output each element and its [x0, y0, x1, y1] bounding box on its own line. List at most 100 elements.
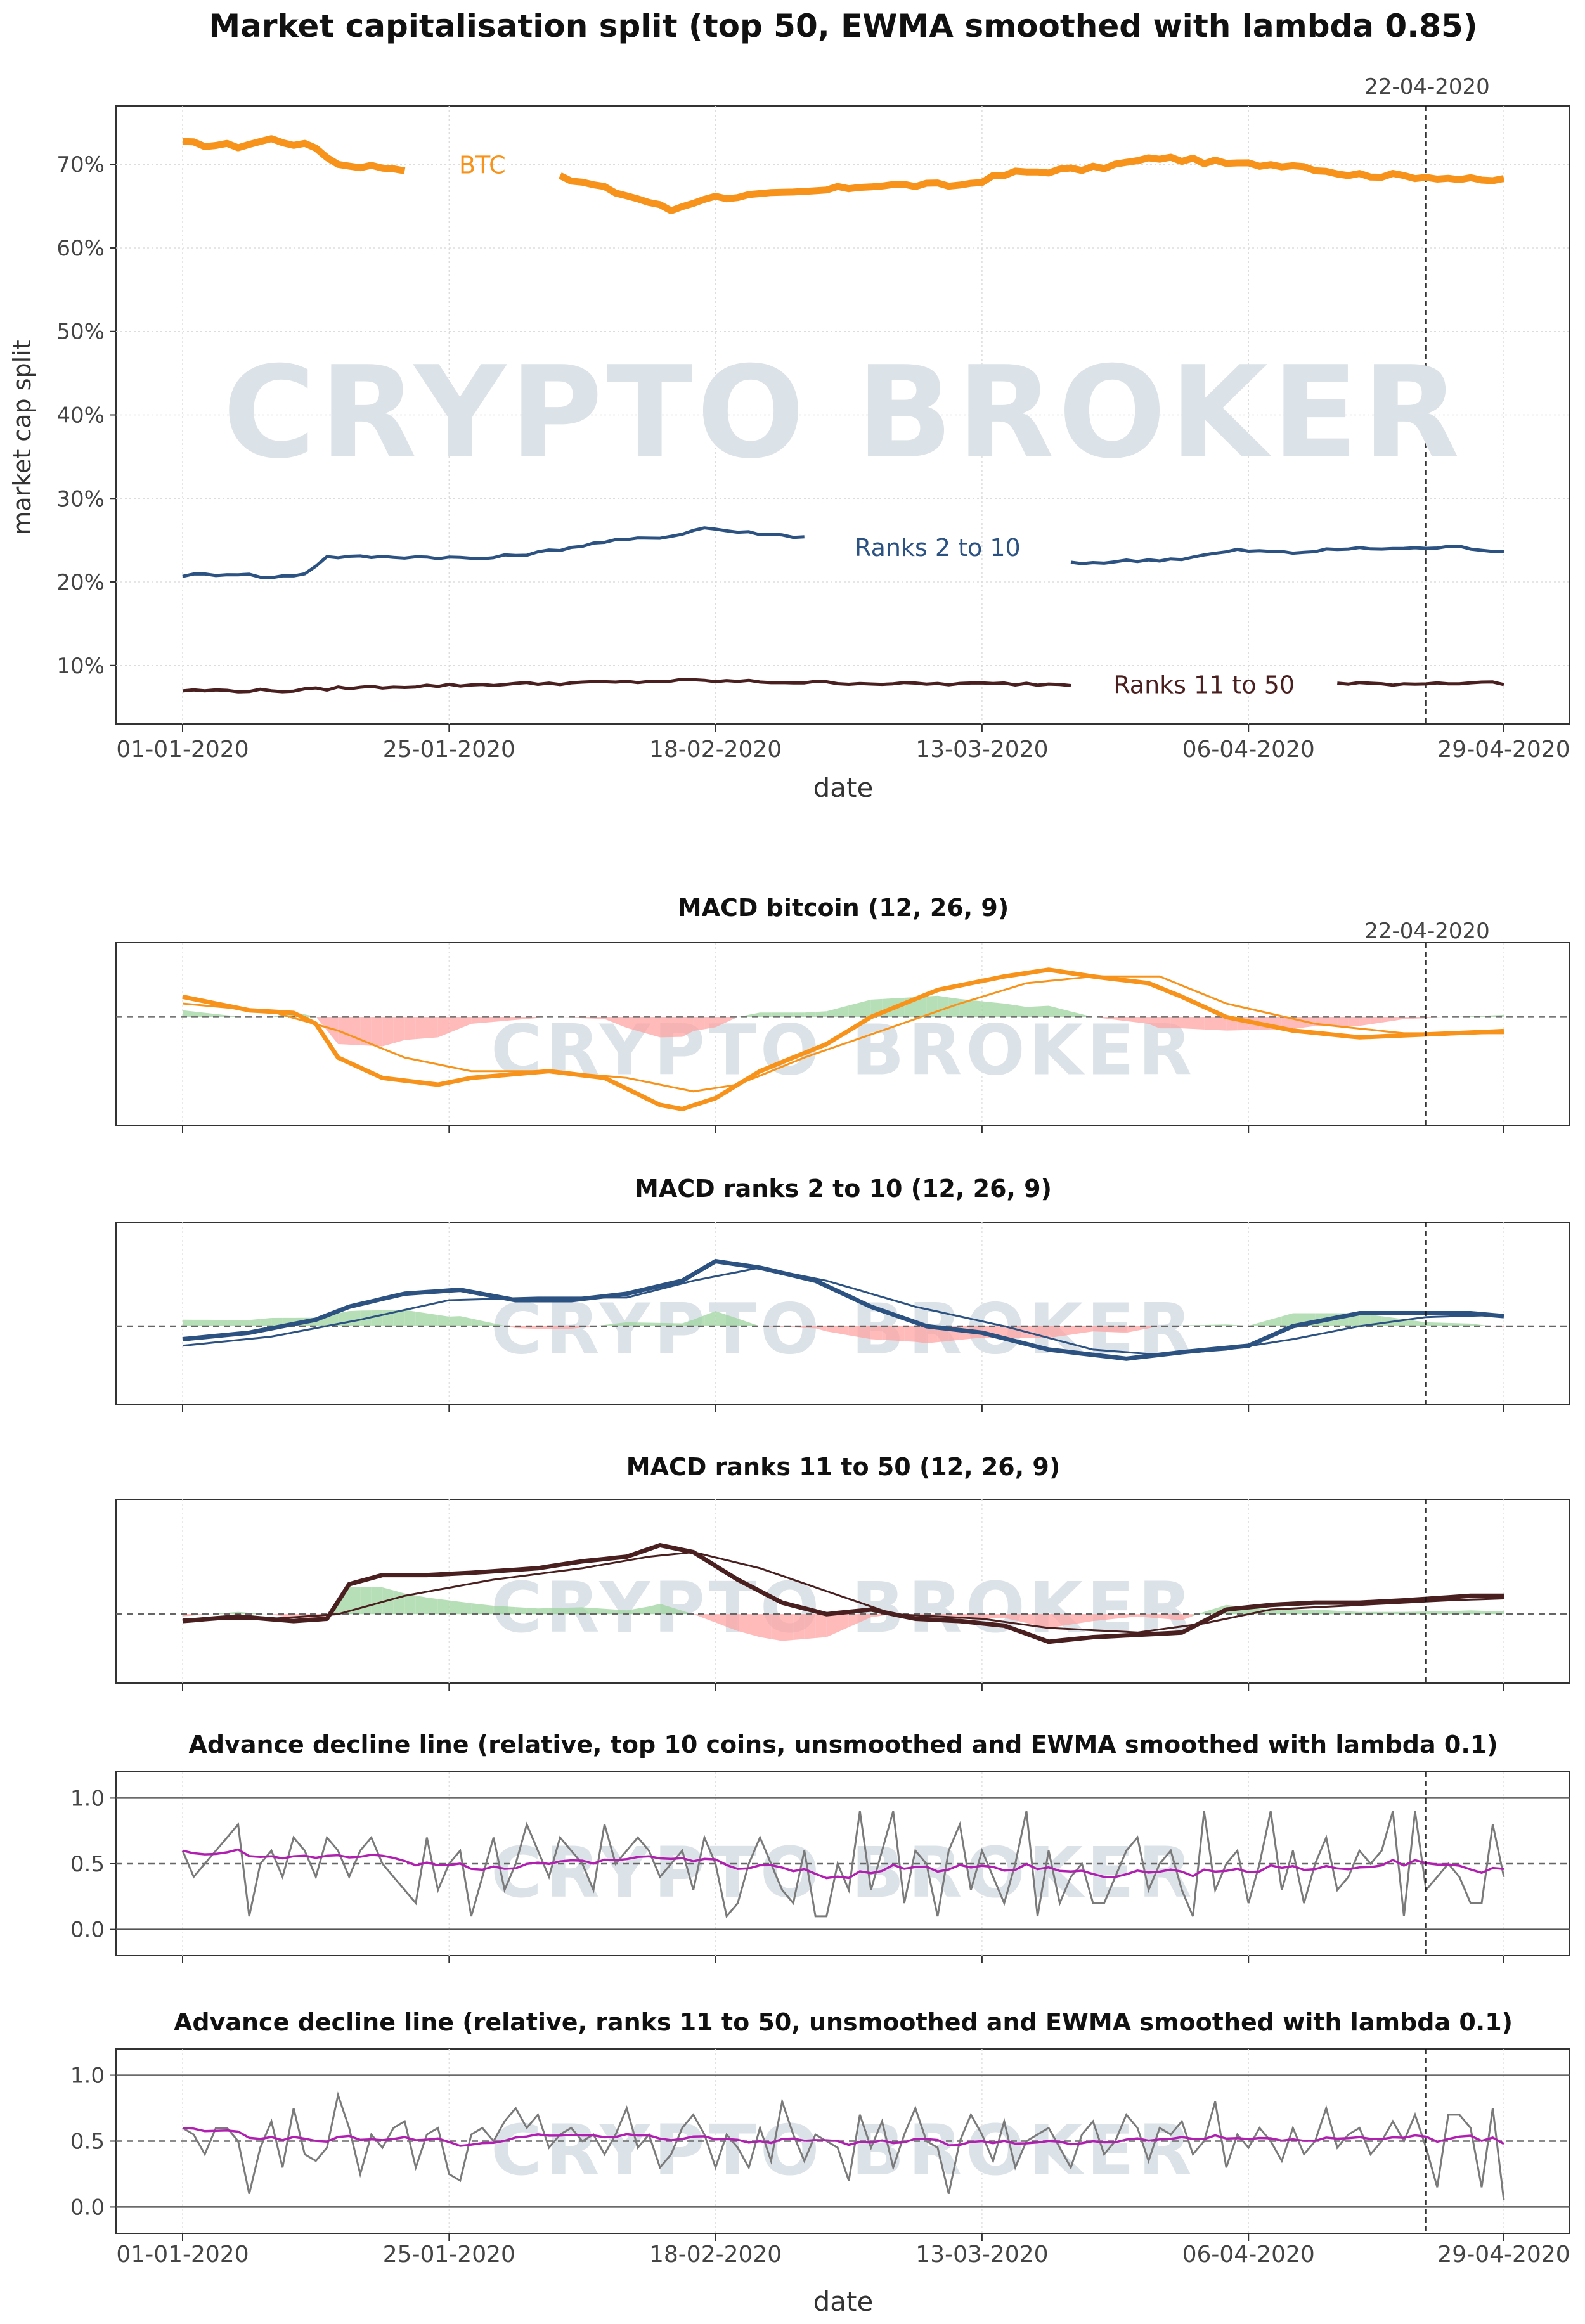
- histogram-bar: [727, 1315, 738, 1326]
- histogram-bar: [1059, 1326, 1071, 1336]
- signal-line: [183, 1551, 1504, 1634]
- macd-ranks-11-50-plot: CRYPTO BROKER: [115, 1499, 1570, 1691]
- histogram-bar: [671, 1017, 683, 1037]
- histogram-bar: [1082, 1326, 1094, 1333]
- panel-frame: [115, 942, 1570, 1126]
- y-tick-label: 0.0: [70, 1918, 105, 1943]
- histogram-bar: [437, 1599, 450, 1615]
- histogram-bar: [1115, 1326, 1127, 1333]
- bottom-x-ticks: 01-01-2020 25-01-2020 18-02-2020 13-03-2020…: [116, 2242, 1570, 2268]
- histogram-bar: [1182, 1614, 1193, 1620]
- histogram-bar: [371, 1017, 383, 1047]
- marker-date-label-top: 22-04-2020: [1364, 74, 1490, 100]
- histogram-bar: [471, 1318, 482, 1326]
- histogram-bar: [1071, 1614, 1082, 1625]
- histogram-bar: [649, 1017, 661, 1038]
- y-tick-label: 60%: [56, 236, 105, 261]
- watermark: CRYPTO BROKER: [491, 1567, 1196, 1648]
- y-tick-label: 40%: [56, 403, 105, 429]
- histogram-bar: [1093, 1614, 1104, 1622]
- histogram-bar: [1160, 1017, 1171, 1029]
- histogram-bar: [404, 1017, 416, 1040]
- histogram-bar: [893, 1326, 905, 1341]
- histogram-bar: [415, 1595, 427, 1615]
- histogram-bar: [1037, 1614, 1049, 1628]
- x-axis-label-bottom: date: [813, 2286, 874, 2317]
- x-tick-label: 06-04-2020: [1182, 2242, 1315, 2268]
- histogram-bar: [826, 1614, 838, 1637]
- histogram-bar: [1281, 1610, 1293, 1615]
- histogram-bar: [415, 1017, 427, 1040]
- histogram-bar: [793, 1614, 805, 1641]
- histogram-bar: [682, 1610, 694, 1615]
- histogram-bar: [393, 1590, 405, 1615]
- x-tick-label: 18-02-2020: [649, 737, 782, 763]
- histogram-bar: [1059, 1614, 1071, 1627]
- histogram-bar: [360, 1017, 372, 1046]
- histogram-bar: [1259, 1319, 1271, 1326]
- histogram-bar: [915, 996, 927, 1017]
- histogram-bar: [1315, 1610, 1326, 1615]
- y-tick-label: 70%: [56, 152, 105, 178]
- histogram-bar: [1071, 1011, 1082, 1017]
- histogram-bar: [1048, 1005, 1060, 1017]
- panel1-x-ticks: 01-01-2020 25-01-2020 18-02-2020 13-03-2020…: [116, 724, 1570, 763]
- histogram-bar: [715, 1311, 727, 1326]
- histogram-bar: [1326, 1610, 1338, 1615]
- histogram-bar: [271, 1317, 283, 1326]
- ewma-line: [182, 1848, 1504, 1880]
- histogram-bar: [1115, 1017, 1127, 1021]
- histogram-bar: [660, 1603, 671, 1615]
- y-tick-label: 30%: [56, 486, 105, 512]
- histogram-bar: [848, 1614, 860, 1627]
- histogram-bar: [771, 1012, 782, 1017]
- histogram-bar: [449, 1316, 460, 1326]
- histogram-bar: [671, 1607, 683, 1615]
- series-line: [182, 526, 805, 579]
- histogram-bar: [193, 1011, 205, 1017]
- ad-ranks-11-50-title: Advance decline line (relative, ranks 11…: [174, 2008, 1513, 2036]
- histogram-bar: [1115, 1614, 1127, 1619]
- histogram-bar: [1215, 1017, 1227, 1031]
- histogram-bar: [715, 1017, 727, 1028]
- histogram-bar: [360, 1587, 372, 1615]
- histogram-bar: [1348, 1017, 1360, 1026]
- histogram-bar: [1026, 1006, 1038, 1017]
- histogram-bar: [1137, 1614, 1149, 1618]
- histogram-bar: [793, 1012, 805, 1017]
- panel1-series: BTC Ranks 2 to 10 Ranks 11 to 50: [182, 135, 1505, 699]
- histogram-bar: [227, 1320, 238, 1326]
- macd-line: [182, 1543, 1504, 1644]
- panel-macd-ranks-2-10: MACD ranks 2 to 10 (12, 26, 9) CRYPTO BR…: [115, 1175, 1570, 1412]
- panel-macd-bitcoin: MACD bitcoin (12, 26, 9) 22-04-2020 CRYP…: [115, 894, 1570, 1133]
- histogram-bar: [260, 1318, 272, 1326]
- histogram-bar: [826, 1326, 838, 1334]
- histogram-bar: [238, 1320, 250, 1326]
- series-label: Ranks 11 to 50: [1113, 671, 1295, 699]
- histogram-bar: [1048, 1326, 1060, 1338]
- histogram-bar: [704, 1311, 716, 1326]
- histogram-bar: [1071, 1326, 1082, 1335]
- histogram-bar: [626, 1322, 638, 1326]
- histogram-bar: [704, 1614, 716, 1623]
- histogram-bar: [615, 1322, 627, 1326]
- histogram-bar: [693, 1017, 705, 1031]
- histogram-bar: [1359, 1313, 1371, 1326]
- signal-line: [182, 1267, 1504, 1356]
- histogram-bar: [338, 1017, 349, 1045]
- y-tick-label: 10%: [56, 654, 105, 679]
- histogram-bar: [482, 1320, 494, 1326]
- histogram-bar: [216, 1320, 228, 1326]
- signal-line: [182, 975, 1504, 1093]
- histogram-bar: [1337, 1017, 1349, 1026]
- histogram-bar: [338, 1587, 349, 1615]
- histogram-bar: [693, 1315, 705, 1326]
- histogram-bar: [638, 1017, 649, 1035]
- histogram-bar: [848, 1326, 860, 1338]
- histogram-bar: [704, 1017, 716, 1030]
- histogram-bar: [504, 1017, 516, 1021]
- histogram-bar: [870, 1326, 883, 1340]
- panel-frame: [115, 1222, 1570, 1405]
- histogram-bar: [327, 1017, 339, 1044]
- series-line: [1070, 545, 1504, 565]
